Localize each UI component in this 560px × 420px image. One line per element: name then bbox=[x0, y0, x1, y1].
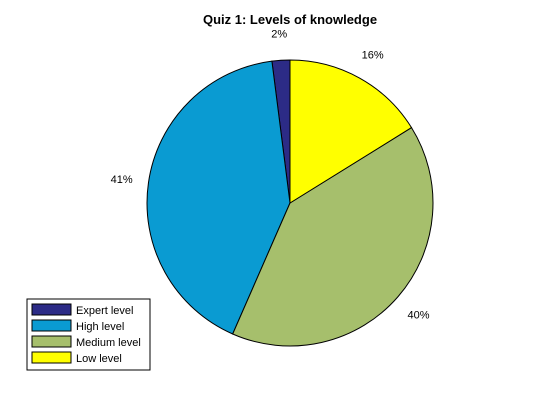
legend-swatch-2 bbox=[32, 336, 71, 347]
pie-label-0: 2% bbox=[271, 28, 287, 40]
pie-slices bbox=[147, 60, 433, 346]
legend-swatch-0 bbox=[32, 304, 71, 315]
legend-swatch-1 bbox=[32, 320, 71, 331]
pie-label-3: 16% bbox=[362, 49, 384, 61]
legend-label-1: High level bbox=[76, 321, 124, 333]
legend-label-3: Low level bbox=[76, 353, 122, 365]
legend: Expert level High level Medium level Low le… bbox=[27, 299, 150, 370]
legend-swatch-3 bbox=[32, 352, 71, 363]
legend-label-0: Expert level bbox=[76, 305, 133, 317]
pie-label-2: 40% bbox=[407, 309, 429, 321]
pie-label-1: 41% bbox=[111, 174, 133, 186]
legend-label-2: Medium level bbox=[76, 337, 141, 349]
chart-title: Quiz 1: Levels of knowledge bbox=[203, 12, 377, 27]
